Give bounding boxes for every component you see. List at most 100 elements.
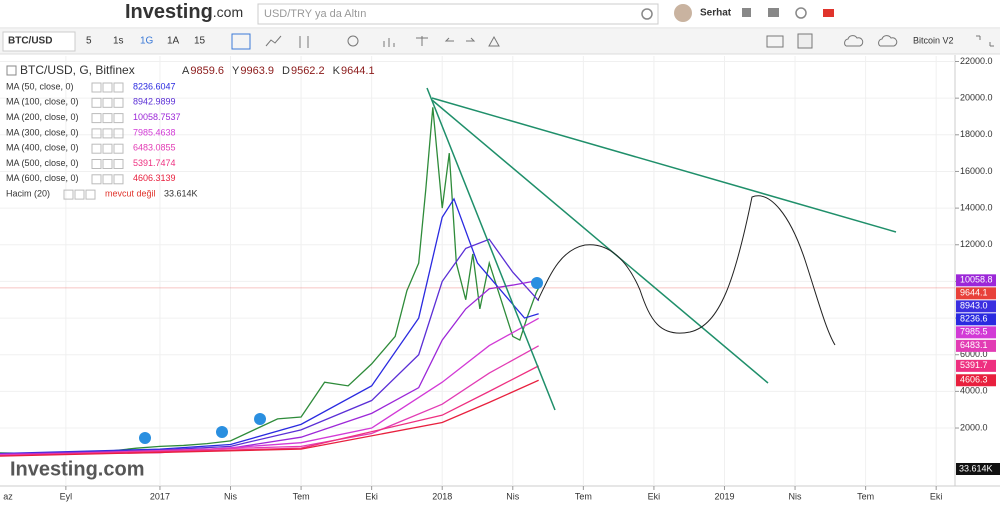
legend-icon[interactable] <box>91 82 102 93</box>
price-tag-label: 7985.5 <box>960 327 988 337</box>
flag-icon[interactable] <box>823 9 834 17</box>
event-marker[interactable] <box>254 413 266 425</box>
ohlc-key: K <box>333 65 341 77</box>
legend-icon[interactable] <box>91 97 102 108</box>
legend-icon[interactable] <box>113 143 124 154</box>
camera-button[interactable] <box>766 35 784 48</box>
template-name[interactable]: Bitcoin V2 <box>913 35 954 45</box>
legend-icon[interactable] <box>74 189 85 200</box>
price-tag-label: 8236.6 <box>960 314 988 324</box>
trend-line <box>426 87 556 411</box>
y-tick-label: 18000.0 <box>960 129 993 139</box>
y-tick-label: 12000.0 <box>960 239 993 249</box>
x-tick-label: Nis <box>789 491 802 501</box>
line-button[interactable] <box>265 35 282 47</box>
interval-group: 5 1s 1G 1A 15 <box>86 36 206 47</box>
logo[interactable]: Investing.com <box>125 1 243 23</box>
legend-icon[interactable] <box>102 143 113 154</box>
price-tag <box>956 374 996 387</box>
series-line <box>0 197 539 455</box>
user-name[interactable]: Serhat <box>700 8 732 19</box>
color-button[interactable] <box>797 33 813 49</box>
legend-icon[interactable] <box>85 189 96 200</box>
legend-icon[interactable] <box>91 128 102 139</box>
event-marker[interactable] <box>139 432 151 444</box>
event-marker[interactable] <box>531 277 543 289</box>
series-line <box>0 365 539 457</box>
symbol-box[interactable] <box>2 31 76 52</box>
interval-button[interactable]: 15 <box>194 36 206 47</box>
y-tick-label: 22000.0 <box>960 56 993 66</box>
legend-icon[interactable] <box>102 128 113 139</box>
x-tick-label: 2018 <box>432 491 452 501</box>
bell-icon[interactable] <box>742 8 751 17</box>
legend-name: MA (100, close, 0) <box>6 97 79 107</box>
settings-button[interactable] <box>347 35 359 47</box>
legend-icon[interactable] <box>91 174 102 185</box>
legend-icon[interactable] <box>102 82 113 93</box>
y-tick-label: 14000.0 <box>960 202 993 212</box>
price-tag <box>956 326 996 339</box>
plot-area <box>0 55 955 486</box>
legend-icon[interactable] <box>102 113 113 124</box>
price-tag-label: 9644.1 <box>960 288 988 298</box>
indicator-button[interactable] <box>299 36 309 48</box>
legend-icon[interactable] <box>113 159 124 169</box>
legend-icon[interactable] <box>113 113 124 124</box>
cloud-save[interactable] <box>878 35 898 47</box>
x-tick-label: 2019 <box>714 491 734 501</box>
ohlc-value: 9963.9 <box>240 65 274 77</box>
event-marker[interactable] <box>216 426 228 438</box>
search-box[interactable] <box>257 3 659 25</box>
x-tick-label: 2017 <box>150 491 170 501</box>
logo-text[interactable]: Investing <box>125 1 213 23</box>
legend-icon[interactable] <box>63 189 74 200</box>
avatar[interactable] <box>674 4 692 22</box>
series-layer <box>0 107 955 457</box>
legend-icon[interactable] <box>102 174 113 185</box>
x-tick-label: Tem <box>857 491 874 501</box>
legend-icon[interactable] <box>113 128 124 139</box>
series-line <box>0 379 539 457</box>
x-tick-label: Tem <box>293 491 310 501</box>
clock-icon[interactable] <box>795 7 807 19</box>
legend-icon[interactable] <box>102 159 113 169</box>
y-tick-label: 6000.0 <box>960 349 988 359</box>
interval-button[interactable]: 1A <box>167 36 180 47</box>
cloud-load[interactable] <box>844 35 864 47</box>
interval-button[interactable]: 5 <box>86 36 92 47</box>
logo-suffix[interactable]: .com <box>213 4 243 20</box>
candle-button[interactable] <box>231 33 251 50</box>
legend-title: BTC/USD, G, Bitfinex <box>20 63 135 77</box>
legend-icon[interactable] <box>91 113 102 124</box>
search-placeholder[interactable]: USD/TRY ya da Altın <box>264 8 366 20</box>
legend-icon[interactable] <box>91 159 102 169</box>
legend: BTC/USD, G, Bitfinex A 9859.6 Y 9963.9 D 9562.… <box>6 63 375 200</box>
legend-icon[interactable] <box>102 97 113 108</box>
symbol[interactable]: BTC/USD <box>8 36 52 47</box>
undo-redo[interactable] <box>444 37 476 42</box>
legend-name: MA (300, close, 0) <box>6 127 79 137</box>
volume-tag <box>956 463 1000 475</box>
collapse-box[interactable] <box>6 65 17 76</box>
fullscreen-button[interactable] <box>976 35 994 47</box>
legend-icon[interactable] <box>113 174 124 185</box>
interval-button[interactable]: 1s <box>113 36 124 47</box>
interval-button[interactable]: 1G <box>140 36 154 47</box>
legend-icon[interactable] <box>113 97 124 108</box>
ohlc-key: D <box>282 65 290 77</box>
alert-button[interactable] <box>488 35 500 47</box>
price-tag-label: 10058.8 <box>960 275 993 285</box>
briefcase-icon[interactable] <box>768 8 779 17</box>
x-tick-label: Eyl <box>60 491 73 501</box>
scale-button[interactable] <box>416 36 428 46</box>
price-tag-label: 8943.0 <box>960 301 988 311</box>
legend-name: Hacim (20) <box>6 188 50 198</box>
legend-icon[interactable] <box>91 143 102 154</box>
compare-button[interactable] <box>383 38 395 47</box>
ohlc-key: A <box>182 65 190 77</box>
legend-icon[interactable] <box>113 82 124 93</box>
search-icon[interactable] <box>641 8 653 20</box>
price-tag <box>956 359 996 372</box>
